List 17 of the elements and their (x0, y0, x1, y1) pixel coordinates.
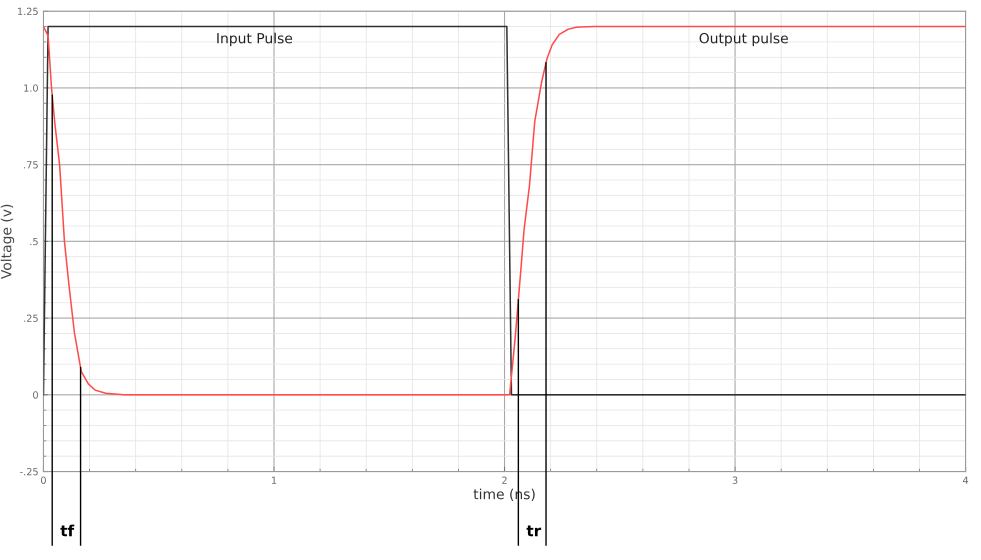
y-tick-label: .25 (24, 314, 38, 322)
y-tick-label: 0 (33, 391, 38, 399)
x-tick-label: 2 (502, 476, 507, 484)
x-tick-label: 4 (962, 476, 968, 484)
x-tick-label: 0 (41, 476, 46, 484)
ref-line-label: tf (60, 524, 74, 536)
x-tick-label: 3 (732, 476, 738, 484)
ref-line-label: tr (526, 525, 542, 536)
x-tick-label: 1 (272, 476, 276, 484)
series-label: Input Pulse (217, 32, 292, 46)
y-tick-label: .75 (24, 161, 38, 168)
y-tick-label: 1.0 (24, 84, 38, 92)
series-label: Output pulse (700, 32, 788, 46)
y-tick-label: -.25 (20, 468, 38, 476)
y-axis-title: Voltage (v) (0, 204, 14, 280)
y-tick-label: 1.25 (18, 8, 38, 16)
y-tick-label: .5 (30, 238, 38, 246)
